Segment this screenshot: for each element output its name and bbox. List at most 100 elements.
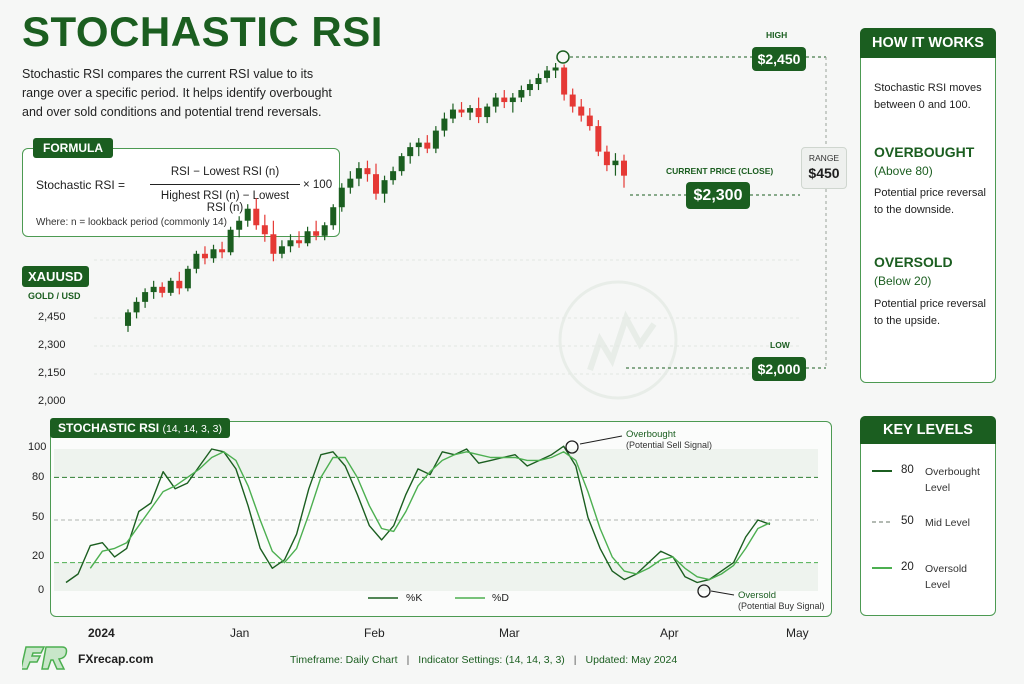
candle-body: [612, 160, 619, 166]
formula-where: Where: n = lookback period (commonly 14): [36, 217, 227, 228]
candle-body: [501, 97, 508, 103]
intro-text: Stochastic RSI compares the current RSI …: [22, 67, 332, 119]
oversold-text: Potential price reversal to the upside.: [874, 298, 986, 327]
oversold-annotation: Oversold (Potential Buy Signal): [738, 590, 825, 611]
range-box: RANGE $450: [801, 147, 847, 189]
overbought-text: Potential price reversal to the downside…: [874, 187, 986, 216]
candle-body: [321, 225, 328, 236]
candle-body: [603, 151, 610, 166]
formula-denominator: Highest RSI (n) − Lowest RSI (n): [160, 190, 290, 214]
candle-body: [467, 108, 474, 113]
current-price-label: CURRENT PRICE (CLOSE): [666, 166, 774, 176]
candle-body: [296, 240, 303, 244]
candle-body: [287, 240, 294, 247]
overbought-subtitle: (Above 80): [874, 164, 933, 178]
range-value: $450: [808, 165, 840, 181]
oversold-zone: [54, 562, 818, 591]
candle-body: [544, 70, 551, 79]
candle-body: [261, 225, 268, 235]
overbought-marker: [565, 440, 579, 454]
oversold-subtitle: (Below 20): [874, 274, 932, 288]
candle-body: [184, 268, 191, 289]
series-d-line: [89, 451, 771, 581]
candle-body: [227, 229, 234, 253]
candle-body: [373, 174, 379, 194]
candle-body: [176, 280, 183, 289]
footer-updated: Updated: May 2024: [585, 654, 678, 666]
candle-body: [424, 142, 431, 149]
candle-body: [390, 171, 397, 181]
stoch-tick: 20: [32, 550, 45, 562]
candle-body: [509, 97, 516, 103]
key-level-label: Oversold Level: [925, 563, 968, 591]
watermark-logo: [558, 280, 678, 400]
candle-body: [201, 253, 208, 259]
candle-body: [244, 208, 251, 221]
overbought-annotation: Overbought (Potential Sell Signal): [626, 429, 712, 450]
candle-body: [193, 253, 200, 269]
page-title: STOCHASTIC RSI: [22, 8, 383, 55]
candle-body: [167, 280, 174, 293]
overbought-annotation-sub: (Potential Sell Signal): [626, 440, 713, 450]
candle-body: [449, 109, 456, 119]
stoch-rsi-params: (14, 14, 3, 3): [162, 423, 223, 435]
stoch-tick: 100: [28, 441, 47, 453]
formula-lhs: Stochastic RSI =: [36, 178, 126, 192]
key-levels-title: KEY LEVELS: [860, 416, 996, 444]
oversold-annotation-title: Oversold: [738, 590, 777, 601]
symbol-tag: XAUUSD: [22, 266, 89, 287]
key-level-label: Mid Level: [925, 517, 970, 529]
legend-d-label: %D: [492, 592, 509, 604]
oversold-annotation-sub: (Potential Buy Signal): [738, 601, 825, 611]
candle-body: [526, 84, 533, 91]
stoch-lines: [65, 445, 771, 584]
series-k-line: [65, 445, 771, 584]
price-guides: [556, 50, 827, 369]
candle-body: [407, 147, 414, 157]
candle-body: [125, 312, 131, 326]
candle-body: [475, 108, 482, 118]
candle-body: [253, 208, 260, 226]
candle-body: [458, 109, 465, 113]
x-tick: 2024: [88, 626, 115, 640]
low-value: $2,000: [752, 357, 806, 381]
price-grid: [94, 259, 800, 375]
candle-body: [432, 130, 439, 149]
candle-body: [484, 106, 491, 118]
footer-timeframe: Timeframe: Daily Chart: [290, 654, 398, 666]
footer-site[interactable]: FXrecap.com: [78, 652, 154, 666]
x-tick: Mar: [499, 626, 520, 640]
x-tick: Feb: [364, 626, 385, 640]
candle-body: [150, 286, 157, 293]
candlestick-series: [125, 63, 627, 332]
how-it-works-title: HOW IT WORKS: [860, 28, 996, 58]
formula-numerator: RSI − Lowest RSI (n): [170, 166, 280, 178]
formula-fraction-line: [150, 184, 300, 185]
candle-body: [595, 126, 602, 152]
stoch-tick: 80: [32, 471, 45, 483]
candle-body: [492, 97, 499, 107]
key-level-value: 80: [901, 464, 914, 476]
high-label: HIGH: [766, 30, 788, 40]
candle-body: [330, 207, 337, 226]
candle-body: [355, 168, 362, 179]
how-it-works-intro: Stochastic RSI moves between 0 and 100.: [874, 82, 982, 111]
current-price-value: $2,300: [686, 182, 750, 209]
price-tick: 2,450: [38, 311, 66, 323]
candle-body: [415, 142, 422, 148]
candle-body: [398, 156, 405, 172]
x-tick: May: [786, 626, 809, 640]
footer-settings: Indicator Settings: (14, 14, 3, 3): [418, 654, 565, 666]
key-level-value: 20: [901, 561, 914, 573]
key-levels-panel: [860, 416, 996, 616]
candle-body: [278, 246, 285, 254]
candle-body: [236, 220, 243, 230]
candle-body: [441, 118, 448, 131]
x-tick: Apr: [660, 626, 679, 640]
stoch-rsi-title-text: STOCHASTIC RSI: [58, 421, 160, 435]
candle-body: [338, 187, 345, 208]
key-levels-swatches: [872, 470, 892, 569]
legend-k-label: %K: [406, 592, 423, 604]
formula-multiplier: × 100: [303, 179, 333, 191]
